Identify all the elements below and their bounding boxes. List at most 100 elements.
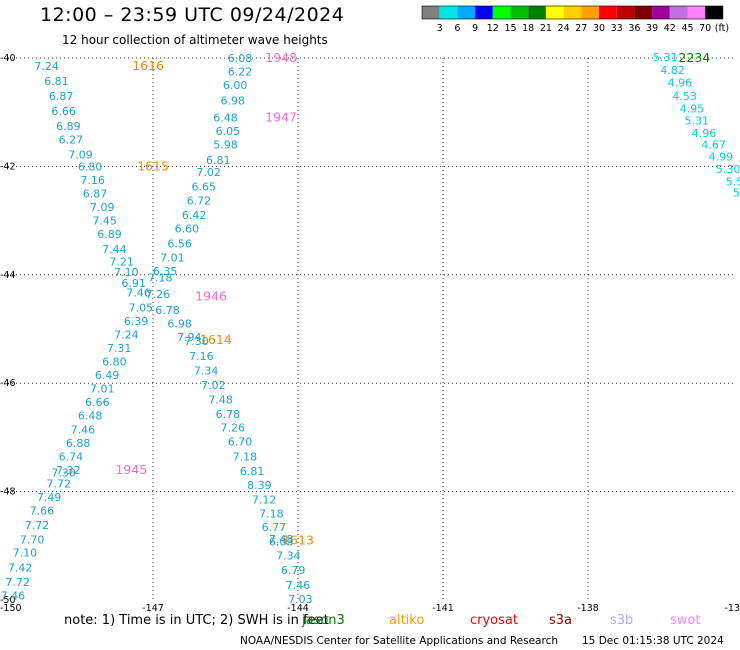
wave-height-label: 4.53	[672, 90, 697, 103]
color-scale-tick: 45	[681, 23, 693, 34]
wave-height-label: 6.42	[182, 209, 207, 222]
wave-height-label: 5.31	[653, 51, 678, 64]
wave-height-label: 7.34	[276, 550, 301, 563]
wave-height-label: 6.66	[85, 396, 110, 409]
pass-time-label: 1615	[137, 158, 169, 173]
wave-height-label: 6.70	[228, 436, 253, 449]
wave-height-label: 7.10	[114, 266, 139, 279]
wave-height-label: 7.01	[90, 383, 115, 396]
satellite-legend-cryosat: cryosat	[470, 613, 518, 628]
wave-height-label: 4.96	[692, 127, 717, 140]
wave-height-label: 7.18	[233, 450, 258, 463]
latitude-label: -48	[0, 487, 16, 498]
wave-height-label: 6.78	[155, 304, 180, 317]
color-scale-bar: 3 6 9 12 15 18 21 24 27 30 33 36 39 42 45 70 (ft)	[421, 5, 729, 34]
wave-height-label: 6.98	[221, 94, 246, 107]
wave-height-label: 6.81	[240, 465, 265, 478]
color-scale-tick: 33	[611, 23, 623, 34]
wave-height-label: 7.18	[259, 507, 284, 520]
color-scale-tick: 18	[522, 23, 534, 34]
wave-height-label: 7.05	[129, 301, 154, 314]
latitude-label: -46	[0, 378, 16, 389]
wave-height-label: 5.30	[716, 163, 740, 176]
wave-height-label: 6.87	[83, 188, 108, 201]
wave-height-label: 6.56	[167, 237, 192, 250]
wave-height-label: 4.99	[709, 151, 734, 164]
color-scale-tick: 3	[437, 23, 443, 34]
color-scale-tick: 39	[646, 23, 658, 34]
color-scale-tick: 15	[504, 23, 516, 34]
wave-height-label: 6.74	[59, 450, 84, 463]
axis-labels: -40 -42 -44 -46 -48 -50-150 -147 -144 -141 -138 -1…	[0, 53, 740, 614]
color-scale-tick: 70	[699, 23, 711, 34]
wave-height-label: 6.98	[167, 318, 192, 331]
wave-height-label: 7.26	[221, 422, 246, 435]
wave-height-label: 6.81	[206, 154, 231, 167]
wave-height-label: 7.30	[184, 335, 209, 348]
latitude-label: -40	[0, 53, 16, 64]
color-swatch	[422, 6, 440, 19]
wave-height-label: 7.46	[126, 287, 151, 300]
color-scale-tick: 42	[664, 23, 676, 34]
wave-height-label: 7.18	[148, 272, 173, 285]
wave-height-label: 7.12	[252, 494, 277, 507]
pass-time-label: 1948	[265, 50, 297, 65]
wave-height-label: 6.81	[44, 75, 69, 88]
wave-height-label: 7.48	[269, 533, 294, 546]
pass-time-label: 1945	[115, 462, 147, 477]
wave-height-label: 6.72	[187, 195, 212, 208]
wave-height-label: 7.49	[37, 491, 62, 504]
wave-height-label: 6.89	[56, 120, 81, 133]
color-swatch	[652, 6, 670, 19]
color-swatch	[616, 6, 635, 19]
wave-height-label: 5.26	[733, 186, 740, 199]
pass-time-label: 1614	[200, 332, 232, 347]
map-gridlines	[8, 57, 733, 600]
pass-time-label: 1946	[195, 288, 227, 303]
wave-height-label: 7.02	[196, 166, 221, 179]
wave-height-label: 7.34	[194, 365, 219, 378]
color-swatch	[457, 6, 476, 19]
map-subtitle: 12 hour collection of altimeter wave hei…	[62, 33, 328, 47]
footer-timestamp: 15 Dec 01:15:38 UTC 2024	[582, 635, 724, 647]
color-scale-tick: 24	[558, 23, 570, 34]
wave-height-label: 6.48	[78, 410, 103, 423]
pass-time-label: 2234	[678, 50, 710, 65]
wave-height-label: 6.89	[97, 228, 122, 241]
wave-height-label: 6.80	[78, 160, 103, 173]
color-scale-unit: (ft)	[715, 23, 729, 34]
legend-note: note: 1) Time is in UTC; 2) SWH is in fe…	[64, 613, 329, 628]
wave-height-label: 7.16	[189, 350, 214, 363]
wave-height-label: 7.46	[71, 423, 96, 436]
color-scale-tick: 6	[454, 23, 460, 34]
satellite-legend-jason3: jason3	[302, 613, 345, 628]
color-swatch	[687, 6, 706, 19]
wave-height-label: 6.77	[262, 521, 287, 534]
longitude-label: -144	[287, 603, 309, 614]
wave-height-label: 7.32	[56, 464, 81, 477]
wave-height-label: 7.09	[90, 201, 115, 214]
wave-height-label: 8.39	[247, 479, 272, 492]
wave-height-label: 7.94	[177, 331, 202, 344]
longitude-label: -147	[142, 603, 164, 614]
map-title: 12:00 – 23:59 UTC 09/24/2024	[40, 4, 345, 26]
wave-height-label: 6.60	[175, 223, 200, 236]
wave-height-label: 7.26	[146, 288, 171, 301]
wave-height-label: 7.24	[114, 328, 139, 341]
wave-height-label: 5.31	[685, 114, 710, 127]
wave-height-label: 7.66	[30, 505, 55, 518]
color-swatch	[545, 6, 564, 19]
color-swatch	[439, 6, 458, 19]
wave-height-label: 6.48	[213, 112, 238, 125]
satellite-legend-s3b: s3b	[610, 613, 634, 628]
footer-credit: NOAA/NESDIS Center for Satellite Applica…	[240, 635, 558, 647]
longitude-label: -13	[724, 603, 740, 614]
latitude-label: -44	[0, 270, 16, 281]
wave-height-label: 7.72	[47, 477, 72, 490]
color-swatch	[705, 6, 723, 19]
wave-height-label: 6.49	[95, 369, 120, 382]
wave-height-label: 7.72	[5, 576, 30, 589]
wave-height-label: 6.00	[223, 79, 248, 92]
wave-height-label: 7.31	[107, 342, 132, 355]
wave-height-label: 7.46	[286, 579, 311, 592]
